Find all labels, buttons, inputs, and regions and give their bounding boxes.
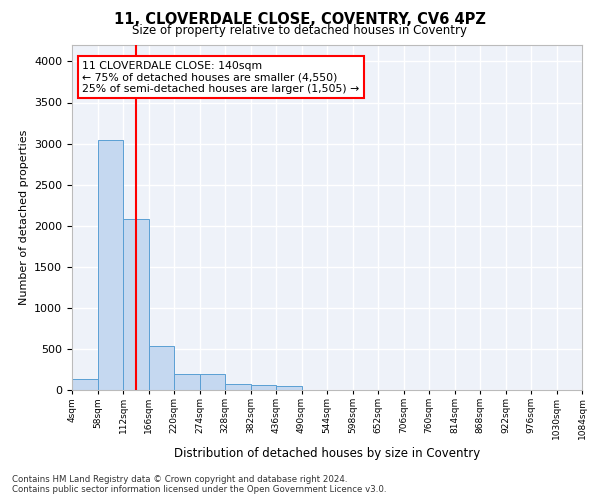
Bar (225, 384, 251, 390)
Text: 11, CLOVERDALE CLOSE, COVENTRY, CV6 4PZ: 11, CLOVERDALE CLOSE, COVENTRY, CV6 4PZ (114, 12, 486, 28)
Y-axis label: Number of detached properties: Number of detached properties (19, 130, 29, 305)
Bar (276, 386, 302, 390)
Bar (200, 374, 225, 390)
Bar (97, 140, 123, 390)
Text: 11 CLOVERDALE CLOSE: 140sqm
← 75% of detached houses are smaller (4,550)
25% of : 11 CLOVERDALE CLOSE: 140sqm ← 75% of det… (82, 60, 359, 94)
Text: Size of property relative to detached houses in Coventry: Size of property relative to detached ho… (133, 24, 467, 37)
Bar (251, 386, 276, 390)
Text: Contains HM Land Registry data © Crown copyright and database right 2024.
Contai: Contains HM Land Registry data © Crown c… (12, 474, 386, 494)
X-axis label: Distribution of detached houses by size in Coventry: Distribution of detached houses by size … (174, 448, 480, 460)
Bar (174, 374, 199, 390)
Bar (149, 346, 174, 390)
Bar (123, 219, 149, 390)
Bar (72, 380, 97, 390)
